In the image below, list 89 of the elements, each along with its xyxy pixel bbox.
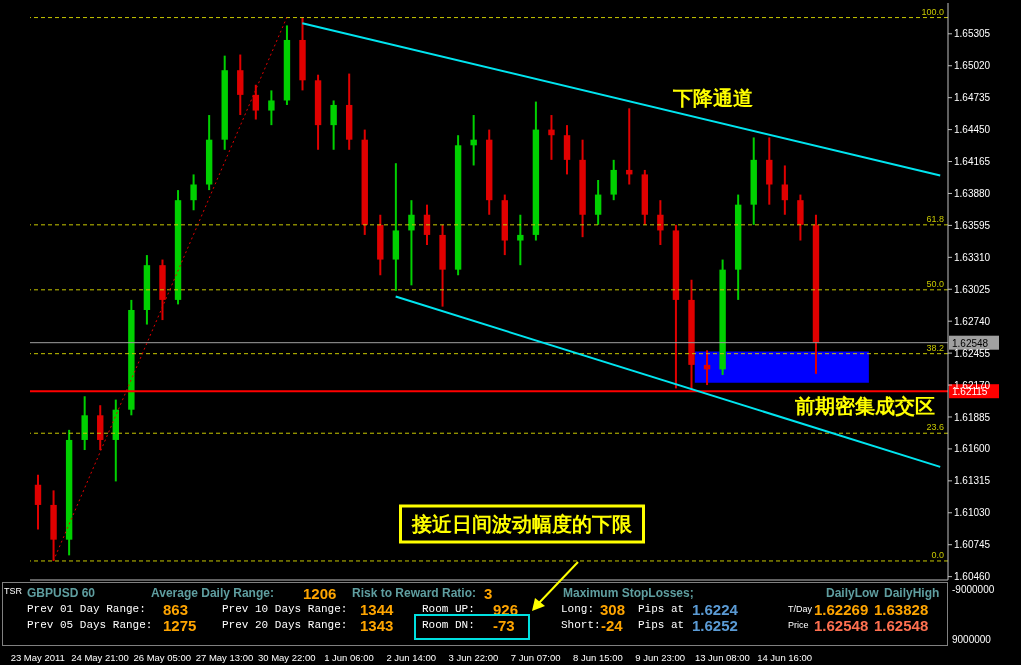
text: 1.62269 [814,600,869,618]
text: Average Daily Range: [151,586,274,600]
annotation: 0.0 [931,549,944,560]
x-tick-label: 1 Jun 06:00 [324,652,374,663]
x-tick-label: 30 May 22:00 [257,652,316,663]
y-tick-label: 1.64450 [954,124,991,136]
candlestick [408,199,415,287]
y-tick-label: 1.61315 [954,475,991,487]
text: -24 [601,616,623,634]
text: Prev 01 Day Range: [27,603,146,615]
y-tick-label: 1.64165 [954,156,991,168]
x-tick-label: 23 May 2011 [10,652,65,663]
candlestick [423,203,431,246]
candlestick [252,83,260,121]
text: 308 [600,600,626,618]
y-tick-label: 1.65305 [954,28,991,40]
y-tick-label: 1.60745 [954,539,991,551]
x-tick-label: 7 Jun 07:00 [510,652,561,663]
text: 1.62548 [874,616,929,634]
candlestick [781,164,789,216]
candlestick [470,114,477,167]
annotation: 61.8 [926,213,944,224]
text: Room DN: [422,619,475,631]
text: Price [788,620,809,630]
text: Pips at [638,603,685,615]
candlestick [330,99,337,151]
text: 1344 [360,600,394,618]
candlestick [34,473,42,531]
text: Prev 05 Days Range: [27,619,153,631]
y-tick-label: 1.62455 [954,347,991,359]
text: Prev 10 Days Range: [222,603,348,615]
text: 1206 [303,584,337,602]
y-tick-label: 1.65020 [954,60,991,72]
candlestick [657,199,664,246]
y-tick-label: 1.61600 [954,443,991,455]
annotation: 50.0 [926,278,944,289]
candlestick [548,114,555,161]
text: Long: [561,603,595,615]
y-tick-label: 1.63880 [954,188,991,200]
x-tick-label: 13 Jun 08:00 [694,652,750,663]
text: DailyHigh [884,586,940,600]
y-tick-label: 1.60460 [954,571,991,583]
candlestick [594,179,602,226]
text: Risk to Reward Ratio: [352,586,477,600]
x-tick-label: 14 Jun 16:00 [757,652,813,663]
ref-line-label: 1.62548 [952,337,989,349]
annotation: 下降通道 [673,84,753,112]
y-tick-label: 1.64735 [954,92,991,104]
text: 863 [163,600,189,618]
candlestick [190,173,197,212]
annotation: 100.0 [921,6,944,17]
y-tick-label: 1.63310 [954,251,991,263]
text: T/Day [788,604,813,614]
y-tick-label: 1.63595 [954,219,991,231]
x-tick-label: 2 Jun 14:00 [386,652,437,663]
y-tick-label: 1.61885 [954,411,991,423]
text: 1.6252 [692,616,738,634]
text: Prev 20 Days Range: [222,619,348,631]
text: 1.6224 [692,600,738,618]
x-tick-label: 27 May 13:00 [195,652,254,663]
text: DailyLow [826,586,879,600]
annotation: 38.2 [926,342,944,353]
y-tick-label: 1.61030 [954,507,991,519]
text: 1275 [163,616,197,634]
text: Pips at [638,619,685,631]
candlestick [517,213,524,267]
text: -73 [493,616,515,634]
text: -9000000 [952,583,995,595]
x-tick-label: 24 May 21:00 [71,652,129,663]
text: TSR [4,586,22,596]
x-tick-label: 3 Jun 22:00 [448,652,499,663]
y-tick-label: 1.63025 [954,283,991,295]
text: Short: [561,619,601,631]
text: Room UP: [422,603,475,615]
text: GBPUSD 60 [27,586,96,600]
text: 1.62548 [814,616,869,634]
annotation: 接近日间波动幅度的下限 [399,504,645,544]
x-tick-label: 26 May 05:00 [133,652,192,663]
text: Maximum StopLosses; [563,586,694,600]
text: 3 [484,584,493,602]
text: 1343 [360,616,394,634]
x-tick-label: 8 Jun 15:00 [573,652,623,663]
candlestick [268,89,275,127]
text: 9000000 [952,633,991,645]
y-tick-label: 1.62740 [954,315,991,327]
x-tick-label: 9 Jun 23:00 [635,652,685,663]
annotation: 23.6 [926,422,944,433]
band-label: 前期密集成交区 [793,393,935,418]
text: 1.63828 [874,600,929,618]
